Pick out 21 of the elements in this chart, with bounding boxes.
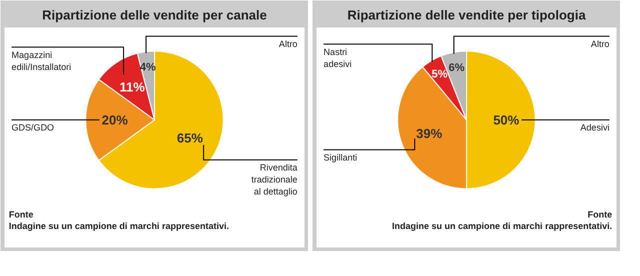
text: Fonte	[8, 210, 34, 220]
text: Fonte	[588, 210, 612, 220]
data-label: 50%	[493, 112, 520, 128]
slice-label: Sigillanti	[324, 152, 358, 162]
text: Indagine su un campione di marchi rappresentativi.	[8, 221, 229, 232]
data-label: 20%	[102, 112, 128, 128]
slice-label: Altro	[590, 38, 610, 49]
slice-label: GDS/GDO	[12, 122, 54, 133]
data-label: 39%	[416, 126, 443, 141]
chart-title: Ripartizione delle vendite per tipologia	[347, 8, 586, 22]
slice-label: Rivendita tradizionale al dettaglio	[251, 162, 298, 196]
slice-label: Adesivi	[580, 122, 610, 133]
data-label: 65%	[176, 130, 204, 146]
slice-label: Altro	[278, 38, 298, 49]
data-label: 11%	[120, 80, 146, 95]
data-label: 5%	[432, 68, 448, 80]
slice-label: Magazzini edili/Installatori	[12, 50, 72, 72]
slice-label: Nastri adesivi	[324, 46, 352, 69]
chart-title: Ripartizione delle vendite per canale	[42, 8, 267, 22]
text: Indagine su un campione di marchi rappresentativi.	[392, 221, 612, 232]
data-label: 6%	[448, 62, 465, 74]
